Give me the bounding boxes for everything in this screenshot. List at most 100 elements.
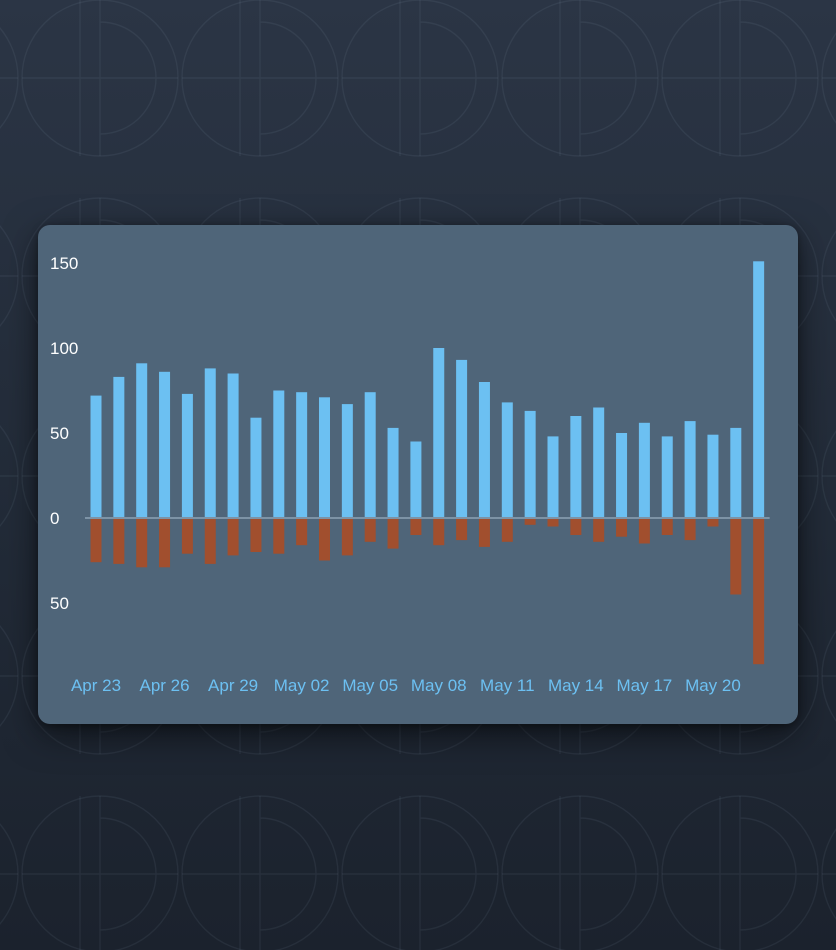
positive-bar	[593, 407, 605, 518]
positive-bar	[501, 402, 513, 518]
negative-bar	[113, 518, 125, 564]
chart-card: 150 100 50 0 50 Apr 23 Apr 26 Apr 29 May 02 May …	[38, 225, 798, 724]
positive-bar	[616, 433, 628, 518]
pattern-motif	[341, 0, 499, 157]
x-tick-label: May 08	[411, 676, 467, 695]
negative-bar	[707, 518, 719, 527]
positive-bar	[181, 393, 193, 518]
pattern-motif	[181, 0, 339, 157]
x-axis-ticks: Apr 23 Apr 26 Apr 29 May 02 May 05 May 08 May …	[71, 676, 741, 695]
negative-bar	[524, 518, 536, 525]
x-tick-label: Apr 23	[71, 676, 121, 695]
negative-bar	[273, 518, 285, 554]
pattern-motif	[661, 795, 819, 950]
negative-bar	[616, 518, 628, 537]
x-tick-label: Apr 26	[140, 676, 190, 695]
positive-bar	[387, 427, 399, 518]
x-tick-label: May 02	[274, 676, 330, 695]
y-tick-label: 0	[50, 509, 59, 528]
pattern-motif	[181, 795, 339, 950]
negative-bar	[250, 518, 262, 552]
pattern-motif	[0, 27, 19, 129]
negative-bar	[90, 518, 102, 563]
pattern-motif	[341, 795, 499, 950]
pattern-motif	[21, 0, 179, 157]
y-tick-label: 100	[50, 339, 78, 358]
negative-bar	[753, 518, 765, 665]
positive-bar	[204, 368, 216, 518]
positive-bar	[524, 410, 536, 518]
pattern-motif	[821, 630, 836, 722]
positive-bar	[730, 427, 742, 518]
positive-bar	[159, 371, 171, 518]
positive-bar	[250, 417, 262, 518]
negative-bar	[638, 518, 650, 544]
pattern-motif	[821, 828, 836, 920]
positive-bar	[570, 416, 582, 518]
positive-bar	[433, 348, 445, 518]
positive-bar	[684, 421, 696, 518]
negative-bar	[433, 518, 445, 546]
pattern-motif	[661, 0, 819, 157]
negative-bar	[570, 518, 582, 535]
negative-bar	[387, 518, 399, 549]
positive-bar	[753, 261, 765, 518]
pattern-motif	[0, 823, 19, 925]
negative-bar	[593, 518, 605, 542]
pattern-motif	[821, 230, 836, 322]
negative-bar	[410, 518, 422, 535]
negative-bar	[204, 518, 216, 564]
y-tick-label: 50	[50, 424, 69, 443]
positive-bar	[547, 436, 559, 518]
x-tick-label: May 11	[480, 676, 535, 695]
positive-bar	[661, 436, 673, 518]
positive-bar	[90, 395, 102, 518]
positive-bar	[478, 382, 490, 518]
negative-bar	[341, 518, 353, 556]
positive-bar	[410, 441, 422, 518]
pattern-motif	[501, 795, 659, 950]
positive-bar	[273, 390, 285, 518]
x-tick-label: Apr 29	[208, 676, 258, 695]
positive-bar	[319, 397, 330, 518]
positive-bar	[136, 363, 148, 518]
positive-bar	[638, 422, 650, 518]
x-tick-label: May 20	[685, 676, 741, 695]
negative-bar	[684, 518, 696, 541]
negative-bar	[478, 518, 490, 547]
x-tick-label: May 05	[342, 676, 398, 695]
pattern-motif	[21, 795, 179, 950]
negative-bar	[456, 518, 468, 541]
positive-bar	[456, 359, 468, 518]
positive-bar	[364, 392, 376, 518]
negative-bar	[159, 518, 171, 568]
y-tick-label: 50	[50, 594, 69, 613]
pattern-motif	[821, 32, 836, 124]
pattern-motif	[0, 225, 19, 327]
positive-bar	[296, 392, 308, 518]
positive-bar	[113, 376, 125, 518]
bar-chart: 150 100 50 0 50 Apr 23 Apr 26 Apr 29 May 02 May …	[50, 254, 770, 695]
negative-bar	[364, 518, 376, 542]
negative-bar	[730, 518, 742, 595]
negative-bar	[661, 518, 673, 535]
pattern-motif	[0, 425, 19, 527]
negative-bar	[547, 518, 559, 527]
y-tick-label: 150	[50, 254, 78, 273]
negative-bar	[319, 518, 330, 561]
negative-bar	[227, 518, 239, 556]
negative-bar	[181, 518, 193, 554]
pattern-motif	[501, 0, 659, 157]
positive-bar	[227, 373, 239, 518]
y-axis-ticks: 150 100 50 0 50	[50, 254, 78, 613]
positive-bar	[707, 434, 719, 518]
bars	[90, 261, 765, 665]
negative-bar	[136, 518, 148, 568]
pattern-motif	[0, 625, 19, 727]
x-tick-label: May 14	[548, 676, 604, 695]
x-tick-label: May 17	[617, 676, 673, 695]
negative-bar	[501, 518, 513, 542]
negative-bar	[296, 518, 308, 546]
pattern-motif	[821, 430, 836, 522]
positive-bar	[341, 404, 353, 518]
